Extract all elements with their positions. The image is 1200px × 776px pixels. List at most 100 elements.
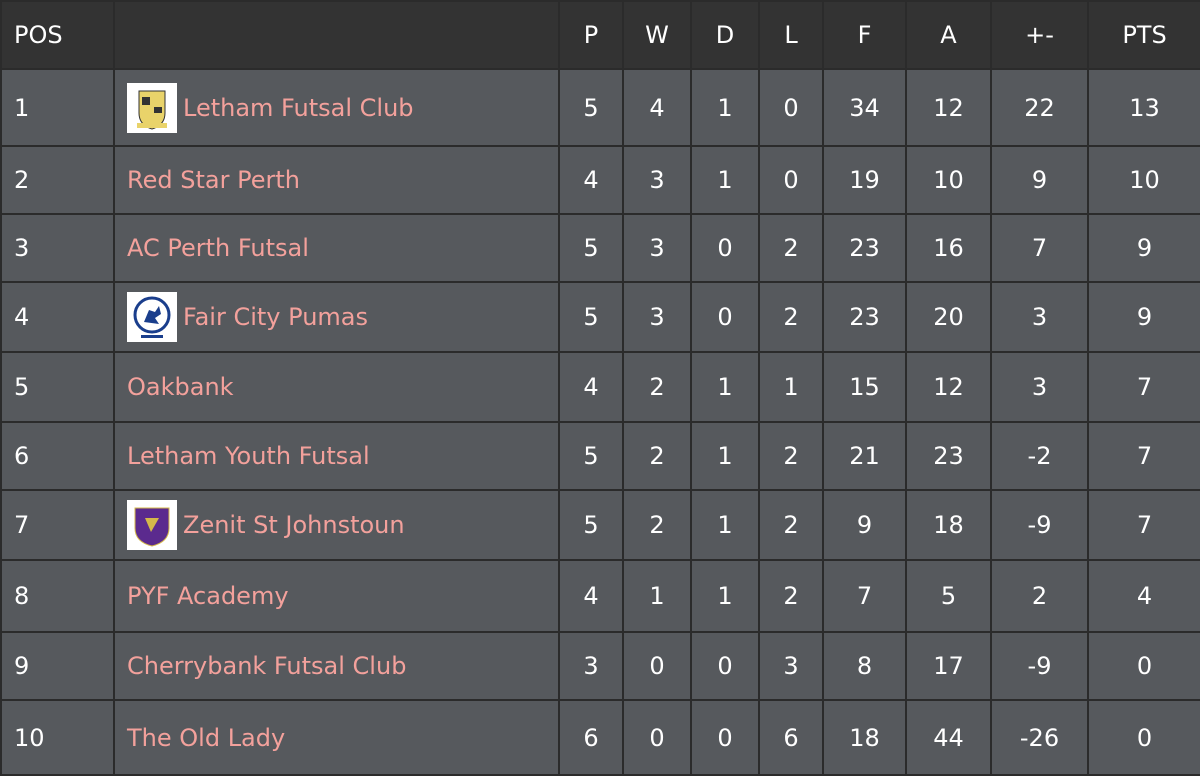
stat-cell: 19 — [822, 145, 907, 215]
stat-cell: 5 — [558, 68, 624, 147]
position: 8 — [0, 559, 115, 633]
stat-cell: 4 — [558, 145, 624, 215]
stat-cell: -2 — [990, 421, 1089, 491]
team-cell: Cherrybank Futsal Club — [127, 652, 558, 680]
header-cell: D — [690, 0, 760, 70]
position: 2 — [0, 145, 115, 215]
stat-cell: 0 — [758, 68, 824, 147]
table-row: 4 Fair City Pumas 5 3 0 2 23 20 3 9 — [0, 281, 1200, 353]
team-name: Zenit St Johnstoun — [113, 489, 560, 561]
team-label: Zenit St Johnstoun — [183, 511, 405, 539]
stat-cell: 34 — [822, 68, 907, 147]
stat-cell: 5 — [558, 281, 624, 353]
stat-cell: 3 — [558, 631, 624, 701]
stat-cell: 2 — [622, 421, 692, 491]
stat-cell: 3 — [622, 213, 692, 283]
stat-cell: 7 — [822, 559, 907, 633]
stat-cell: 0 — [690, 213, 760, 283]
team-name: Red Star Perth — [113, 145, 560, 215]
stat-cell: -9 — [990, 631, 1089, 701]
stat-cell: 4 — [622, 68, 692, 147]
stat-cell: 2 — [622, 351, 692, 423]
team-name: The Old Lady — [113, 699, 560, 776]
team-cell: Oakbank — [127, 373, 558, 401]
team-cell: Red Star Perth — [127, 166, 558, 194]
team-label: Letham Youth Futsal — [127, 442, 370, 470]
stat-cell: 2 — [758, 281, 824, 353]
position: 4 — [0, 281, 115, 353]
stat-cell: 15 — [822, 351, 907, 423]
stat-cell: 2 — [758, 421, 824, 491]
table-row: 7 Zenit St Johnstoun 5 2 1 2 9 18 -9 7 — [0, 489, 1200, 561]
team-cell: PYF Academy — [127, 582, 558, 610]
stat-cell: 1 — [690, 489, 760, 561]
stat-cell: 8 — [822, 631, 907, 701]
team-label: The Old Lady — [127, 723, 286, 752]
team-label: Red Star Perth — [127, 166, 300, 194]
stat-cell: 5 — [905, 559, 992, 633]
header-row: POS P W D L F A +- PTS — [0, 0, 1200, 70]
header-cell: A — [905, 0, 992, 70]
club-logo — [127, 292, 177, 342]
team-cell: Letham Youth Futsal — [127, 442, 558, 470]
table-row: 8 PYF Academy 4 1 1 2 7 5 2 4 — [0, 559, 1200, 633]
stat-cell: 7 — [1087, 489, 1200, 561]
stat-cell: 5 — [558, 213, 624, 283]
team-label: Letham Futsal Club — [183, 93, 414, 122]
stat-cell: 13 — [1087, 68, 1200, 147]
stat-cell: 18 — [822, 699, 907, 776]
stat-cell: 3 — [758, 631, 824, 701]
stat-cell: 1 — [690, 421, 760, 491]
stat-cell: -26 — [990, 699, 1089, 776]
stat-cell: 5 — [558, 421, 624, 491]
header-cell: W — [622, 0, 692, 70]
stat-cell: 12 — [905, 68, 992, 147]
header-cell: PTS — [1087, 0, 1200, 70]
stat-cell: 21 — [822, 421, 907, 491]
stat-cell: 2 — [990, 559, 1089, 633]
team-name: PYF Academy — [113, 559, 560, 633]
team-name: Oakbank — [113, 351, 560, 423]
stat-cell: 6 — [558, 699, 624, 776]
team-cell: AC Perth Futsal — [127, 234, 558, 262]
position: 6 — [0, 421, 115, 491]
team-label: AC Perth Futsal — [127, 234, 309, 262]
position: 5 — [0, 351, 115, 423]
team-label: Fair City Pumas — [183, 303, 368, 331]
team-name: Letham Youth Futsal — [113, 421, 560, 491]
stat-cell: 0 — [1087, 631, 1200, 701]
team-cell: Letham Futsal Club — [127, 82, 558, 133]
stat-cell: 16 — [905, 213, 992, 283]
team-name: Letham Futsal Club — [113, 68, 560, 147]
stat-cell: 3 — [622, 281, 692, 353]
stat-cell: 2 — [758, 489, 824, 561]
stat-cell: 10 — [1087, 145, 1200, 215]
position: 10 — [0, 699, 115, 776]
position: 7 — [0, 489, 115, 561]
header-cell: F — [822, 0, 907, 70]
stat-cell: 0 — [690, 281, 760, 353]
table-row: 6 Letham Youth Futsal 5 2 1 2 21 23 -2 7 — [0, 421, 1200, 491]
team-name: Cherrybank Futsal Club — [113, 631, 560, 701]
position: 3 — [0, 213, 115, 283]
table-row: 2 Red Star Perth 4 3 1 0 19 10 9 10 — [0, 145, 1200, 215]
stat-cell: 2 — [758, 559, 824, 633]
stat-cell: 9 — [822, 489, 907, 561]
stat-cell: 10 — [905, 145, 992, 215]
stat-cell: 12 — [905, 351, 992, 423]
header-cell: POS — [0, 0, 115, 70]
stat-cell: 7 — [1087, 421, 1200, 491]
club-logo — [127, 82, 177, 133]
stat-cell: 1 — [622, 559, 692, 633]
header-cell — [113, 0, 560, 70]
team-cell: Zenit St Johnstoun — [127, 500, 558, 550]
stat-cell: 3 — [990, 351, 1089, 423]
stat-cell: 2 — [758, 213, 824, 283]
stat-cell: 5 — [558, 489, 624, 561]
stat-cell: 22 — [990, 68, 1089, 147]
stat-cell: 1 — [758, 351, 824, 423]
stat-cell: 6 — [758, 699, 824, 776]
team-cell: The Old Lady — [127, 724, 558, 752]
